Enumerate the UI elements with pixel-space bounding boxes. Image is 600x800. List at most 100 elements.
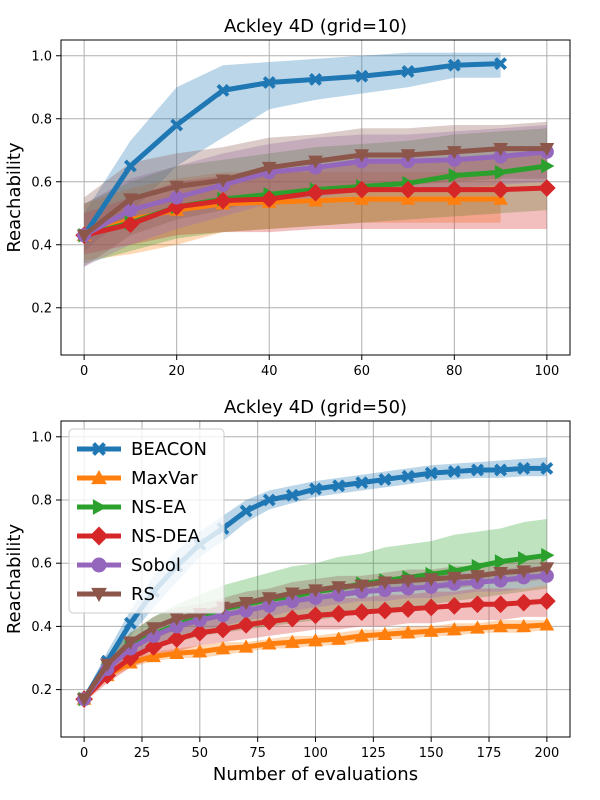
point-ns-ea bbox=[448, 168, 462, 183]
point-maxvar bbox=[285, 634, 300, 648]
y-tick-label: 1.0 bbox=[31, 49, 52, 64]
point-rs bbox=[261, 161, 277, 176]
legend-label: NS-DEA bbox=[131, 526, 201, 547]
point-maxvar bbox=[215, 640, 231, 655]
point-maxvar bbox=[446, 622, 462, 636]
point-beacon bbox=[355, 476, 369, 490]
point-ns-dea bbox=[329, 604, 348, 623]
x-tick-label: 100 bbox=[303, 746, 328, 761]
point-rs bbox=[377, 576, 393, 590]
point-maxvar bbox=[261, 636, 277, 650]
point-maxvar bbox=[169, 645, 185, 659]
point-beacon bbox=[308, 482, 323, 496]
point-ns-dea bbox=[352, 180, 371, 199]
point-maxvar bbox=[516, 618, 532, 633]
legend-marker-sobol bbox=[91, 557, 107, 573]
point-rs bbox=[331, 581, 346, 595]
chart-panel-2: 0 25 50 75 100 125 150 175 200 0.2 0.4 0.6 0.8 1.0 Ack… bbox=[4, 397, 571, 785]
point-ns-dea bbox=[445, 597, 464, 615]
x-tick-label: 80 bbox=[446, 364, 463, 379]
point-rs bbox=[539, 142, 555, 157]
x-tick-label: 125 bbox=[361, 746, 386, 761]
y-tick-label: 0.8 bbox=[31, 494, 52, 509]
point-beacon bbox=[401, 64, 415, 79]
point-beacon bbox=[424, 466, 438, 480]
point-rs bbox=[76, 693, 92, 707]
point-rs bbox=[215, 174, 231, 188]
y-tick-label: 0.4 bbox=[31, 620, 52, 635]
plot-frame bbox=[60, 39, 571, 356]
point-maxvar bbox=[308, 633, 323, 647]
point-maxvar bbox=[400, 625, 416, 639]
point-ns-dea bbox=[260, 190, 279, 208]
point-rs bbox=[308, 584, 323, 598]
point-ns-dea bbox=[491, 595, 510, 614]
point-ns-dea bbox=[237, 615, 255, 634]
point-rs bbox=[354, 149, 370, 163]
point-ns-dea bbox=[491, 180, 510, 199]
x-tick-label: 200 bbox=[534, 746, 559, 761]
plot-area bbox=[75, 52, 556, 267]
x-tick-label: 25 bbox=[134, 746, 151, 761]
x-tick-label: 60 bbox=[353, 364, 370, 379]
x-tick-label: 50 bbox=[192, 746, 209, 761]
point-ns-dea bbox=[422, 598, 441, 617]
point-beacon bbox=[447, 465, 461, 479]
y-tick-label: 0.6 bbox=[31, 175, 52, 190]
point-maxvar bbox=[377, 626, 393, 640]
point-beacon bbox=[447, 58, 461, 72]
point-rs bbox=[99, 658, 115, 672]
x-tick-label: 150 bbox=[419, 746, 444, 761]
y-tick-label: 0.8 bbox=[31, 112, 52, 127]
legend: BEACON MaxVar NS-EA NS-DEA Sobol RS bbox=[68, 428, 225, 614]
point-ns-dea bbox=[306, 606, 325, 625]
point-beacon bbox=[262, 75, 276, 90]
point-rs bbox=[238, 597, 254, 611]
point-maxvar bbox=[470, 620, 485, 634]
legend-label: RS bbox=[131, 584, 155, 605]
y-tick-label: 0.2 bbox=[31, 301, 52, 316]
point-beacon bbox=[355, 69, 369, 83]
point-rs bbox=[308, 155, 323, 169]
point-rs bbox=[539, 562, 555, 576]
point-beacon bbox=[517, 461, 531, 475]
chart-title: Ackley 4D (grid=50) bbox=[224, 397, 407, 418]
point-beacon bbox=[378, 472, 392, 486]
point-rs bbox=[493, 142, 508, 157]
point-ns-ea bbox=[541, 547, 555, 563]
point-ns-dea bbox=[306, 183, 325, 202]
band-beacon bbox=[84, 52, 501, 252]
point-beacon bbox=[494, 463, 508, 477]
point-maxvar bbox=[493, 618, 508, 633]
point-rs bbox=[493, 566, 508, 581]
point-rs bbox=[446, 146, 462, 160]
x-tick-label: 75 bbox=[249, 746, 266, 761]
point-ns-dea bbox=[283, 609, 302, 628]
y-axis-label: Reachability bbox=[4, 142, 25, 253]
point-beacon bbox=[540, 461, 554, 475]
point-beacon bbox=[262, 493, 276, 507]
point-ns-ea bbox=[541, 158, 555, 174]
point-beacon bbox=[308, 72, 323, 86]
point-maxvar bbox=[423, 623, 439, 637]
point-rs bbox=[470, 570, 485, 584]
x-tick-label: 0 bbox=[80, 746, 88, 761]
point-rs bbox=[400, 574, 416, 589]
x-tick-label: 40 bbox=[261, 364, 278, 379]
point-ns-dea bbox=[376, 601, 394, 620]
x-tick-label: 175 bbox=[477, 746, 502, 761]
legend-marker-beacon bbox=[91, 441, 107, 457]
point-rs bbox=[354, 579, 370, 593]
point-ns-dea bbox=[399, 600, 417, 618]
point-rs bbox=[146, 622, 161, 636]
point-rs bbox=[423, 573, 439, 587]
chart-panel-1: 0 20 40 60 80 100 0.2 0.4 0.6 0.8 1.0 Ackley 4D (gr… bbox=[4, 16, 571, 379]
y-tick-label: 0.6 bbox=[31, 557, 52, 572]
point-maxvar bbox=[539, 617, 555, 631]
point-ns-ea bbox=[471, 559, 485, 574]
point-beacon bbox=[123, 159, 137, 173]
point-ns-dea bbox=[260, 612, 279, 631]
point-ns-dea bbox=[121, 215, 140, 234]
point-rs bbox=[76, 229, 92, 243]
